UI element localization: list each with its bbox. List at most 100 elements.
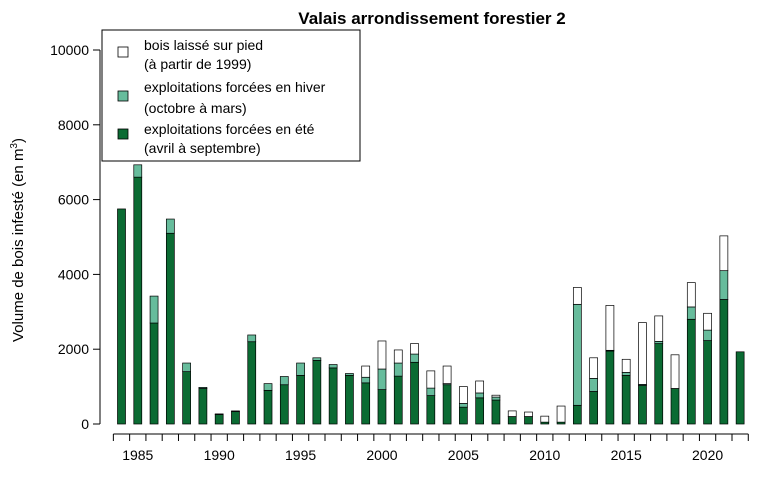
bar-bois-laisse [442,365,452,384]
bar-exploitations-ete [377,389,387,425]
bar-bois-laisse [589,357,598,379]
bar-bois-laisse [459,386,468,404]
bar-exploitations-hiver [231,410,240,413]
bar-exploitations-ete [410,361,419,425]
legend-swatch-exploitations-hiver [117,90,129,102]
bar-bois-laisse [524,411,533,417]
y-axis-label: Volume de bois infesté (en m3) [9,138,27,342]
bar-bois-laisse [572,287,582,305]
bar-exploitations-ete [654,343,664,425]
bar-bois-laisse [377,340,387,370]
bar-exploitations-hiver [589,378,598,392]
y-tick-label: 8000 [58,117,89,133]
bar-exploitations-ete [214,414,224,425]
bar-exploitations-hiver [393,362,403,377]
bar-exploitations-ete [231,411,240,425]
bar-bois-laisse [703,312,712,331]
bar-bois-laisse [410,343,419,355]
y-axis-label-close: ) [10,138,27,143]
bar-exploitations-hiver [312,357,322,361]
bar-exploitations-hiver [377,368,387,390]
bar-exploitations-hiver [491,396,501,401]
legend-label-bois-laisse: bois laissé sur pied (à partir de 1999) [144,37,263,72]
bar-exploitations-ete [719,299,729,425]
y-tick-label: 2000 [58,341,89,357]
x-tick-label: 1995 [285,447,316,463]
bar-exploitations-hiver [719,270,729,300]
bar-bois-laisse [475,380,485,394]
bar-exploitations-ete [638,385,647,425]
bar-bois-laisse [556,405,566,423]
bar-exploitations-ete [279,384,289,425]
bars [117,164,745,425]
bar-exploitations-hiver [686,306,696,320]
bar-exploitations-hiver [475,392,485,399]
bar-exploitations-ete [312,360,322,425]
bar-bois-laisse [361,365,371,378]
x-tick-label: 1990 [204,447,235,463]
bar-exploitations-ete [133,176,143,425]
bar-exploitations-hiver [165,218,175,234]
bar-exploitations-ete [182,371,191,425]
bar-exploitations-hiver [572,303,582,406]
bar-exploitations-ete [165,232,175,425]
bar-exploitations-ete [328,367,338,425]
bar-bois-laisse [621,358,631,373]
bar-bois-laisse [426,370,436,389]
bar-bois-laisse [605,305,615,351]
bar-exploitations-ete [670,388,680,425]
bar-exploitations-ete [361,382,371,425]
y-axis-label-main: Volume de bois infesté (en m [10,149,27,342]
bar-bois-laisse [638,322,647,385]
x-tick-label: 2010 [529,447,560,463]
bar-exploitations-hiver [426,387,436,396]
bar-exploitations-ete [686,318,696,425]
legend: bois laissé sur pied (à partir de 1999) e… [101,29,361,162]
bar-bois-laisse [654,315,664,342]
y-axis: 0 2000 4000 6000 8000 10000 [50,42,101,432]
bar-exploitations-hiver [198,386,208,389]
bar-exploitations-ete [442,384,452,425]
bar-exploitations-ete [507,416,517,425]
legend-box [101,29,361,162]
bar-exploitations-hiver [214,413,224,416]
bar-exploitations-ete [426,395,436,425]
bar-exploitations-hiver [263,383,273,391]
bar-exploitations-ete [296,375,305,425]
y-tick-label: 6000 [58,192,89,208]
legend-swatch-bois-laisse [117,46,129,58]
bar-exploitations-ete [703,340,712,425]
x-tick-label: 2005 [448,447,479,463]
y-axis-label-superscript: 3 [9,143,20,149]
legend-swatch-exploitations-ete [117,128,129,140]
bar-exploitations-hiver [149,295,159,324]
bar-exploitations-ete [459,406,468,425]
bar-bois-laisse [686,282,696,308]
bar-bois-laisse [507,410,517,417]
bar-exploitations-hiver [296,362,305,376]
x-axis: 1985 1990 1995 2000 2005 2010 2015 2020 [112,433,749,463]
bar-exploitations-ete [345,375,354,425]
bar-exploitations-ete [117,208,126,425]
bar-bois-laisse [540,415,550,423]
bar-exploitations-ete [524,416,533,425]
bar-exploitations-ete [605,350,615,425]
bar-exploitations-ete [589,391,598,425]
bar-exploitations-ete [572,404,582,425]
bar-bois-laisse [393,349,403,364]
bar-exploitations-ete [263,389,273,425]
bar-bois-laisse [670,354,680,389]
x-tick-label: 1985 [122,447,153,463]
bar-bois-laisse [719,235,729,272]
bar-exploitations-ete [735,351,745,425]
bar-exploitations-hiver [361,376,371,384]
bar-exploitations-hiver [247,334,257,343]
bar-exploitations-hiver [279,376,289,386]
y-tick-label: 0 [81,416,89,432]
y-tick-label: 4000 [58,266,89,282]
x-tick-label: 2020 [692,447,723,463]
bar-bois-laisse [491,394,501,398]
bar-exploitations-ete [491,399,501,425]
legend-label-exploitations-ete: exploitations forcées en été (avril à sep… [144,121,315,156]
